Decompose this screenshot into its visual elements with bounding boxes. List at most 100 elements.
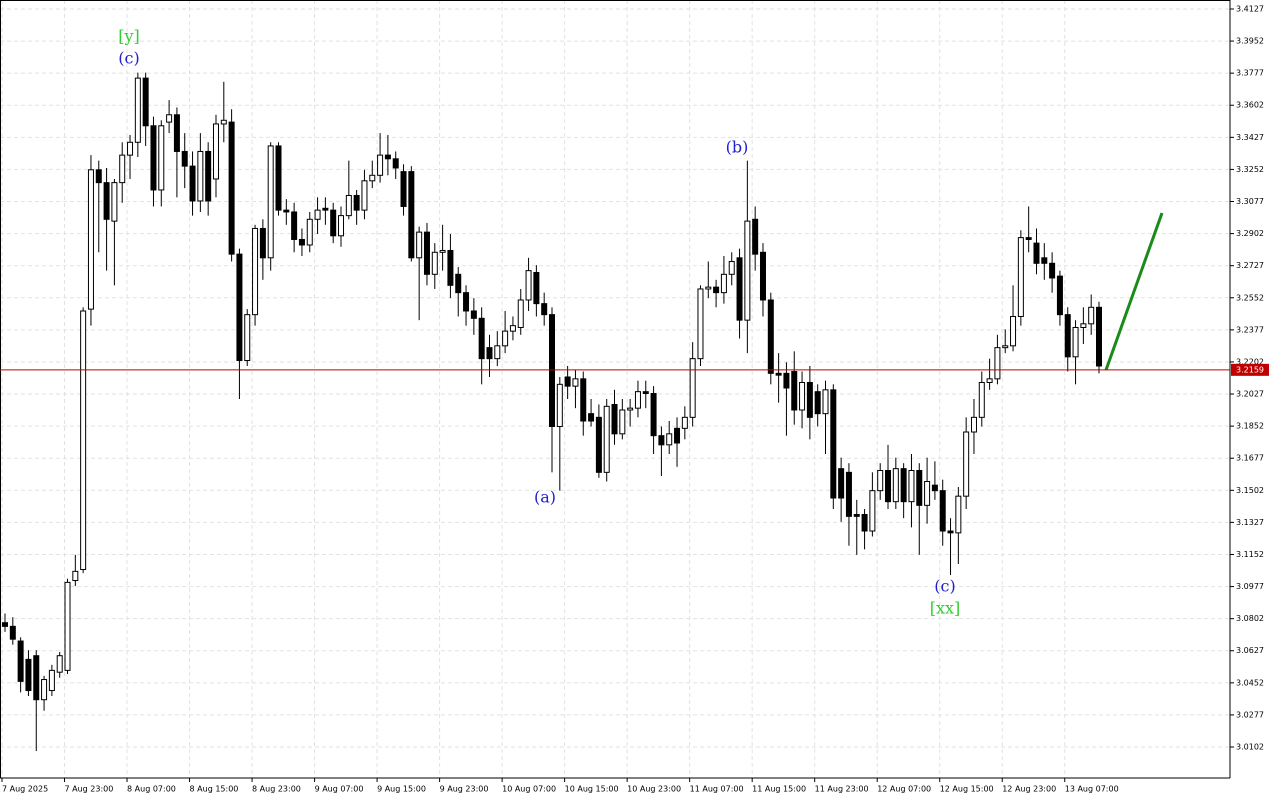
candle-body	[494, 345, 501, 360]
candle-body	[259, 227, 266, 259]
candle-body	[869, 490, 876, 532]
candle-body	[25, 658, 32, 692]
candle-body	[736, 257, 743, 321]
candle-body	[681, 416, 688, 429]
x-tick-label: 8 Aug 15:00	[190, 785, 239, 794]
candle-body	[564, 376, 571, 387]
candle-body	[713, 286, 720, 294]
candle-body	[48, 669, 55, 692]
candle-body	[806, 381, 813, 418]
candle-body	[439, 249, 446, 253]
candle-body	[603, 405, 610, 473]
candle-body	[166, 114, 173, 123]
candle-body	[369, 174, 376, 182]
wave-label: (a)	[534, 488, 556, 507]
candle-body	[338, 215, 345, 237]
candle-body	[197, 150, 204, 202]
candle-body	[767, 299, 774, 374]
candle-body	[72, 570, 79, 582]
candle-body	[970, 416, 977, 433]
x-tick-label: 10 Aug 15:00	[565, 785, 619, 794]
candle-body	[1010, 315, 1017, 347]
candle-body	[486, 347, 493, 360]
candle-body	[470, 310, 477, 319]
y-tick-label: 3.3252	[1236, 165, 1264, 174]
candle-body	[642, 391, 649, 394]
candle-body	[236, 253, 243, 361]
candle-body	[416, 231, 423, 259]
candle-body	[1080, 323, 1087, 328]
current-price-label: 3.2159	[1236, 365, 1264, 374]
y-tick-label: 3.2902	[1236, 229, 1264, 238]
candle-body	[595, 416, 602, 473]
candle-body	[556, 383, 563, 427]
candle-body	[134, 77, 141, 143]
y-tick-label: 3.0452	[1236, 678, 1264, 687]
wave-label: [y]	[118, 27, 140, 46]
candle-body	[142, 77, 149, 127]
y-tick-label: 3.3077	[1236, 197, 1264, 206]
candle-body	[947, 530, 954, 534]
y-tick-label: 3.2027	[1236, 390, 1264, 399]
candle-body	[478, 317, 485, 360]
candle-body	[728, 260, 735, 275]
candle-body	[275, 145, 282, 211]
candle-body	[1033, 242, 1040, 264]
x-tick-label: 11 Aug 07:00	[690, 785, 744, 794]
candle-body	[572, 378, 579, 387]
x-tick-label: 12 Aug 07:00	[877, 785, 931, 794]
x-tick-label: 10 Aug 07:00	[502, 785, 556, 794]
y-tick-label: 3.2377	[1236, 325, 1264, 334]
candle-body	[1041, 257, 1048, 264]
candle-body	[580, 378, 587, 422]
candle-body	[689, 358, 696, 418]
candle-body	[533, 271, 540, 305]
candle-body	[1017, 237, 1024, 317]
candle-body	[306, 218, 313, 246]
candle-body	[392, 158, 399, 169]
candle-body	[666, 433, 673, 446]
candle-body	[252, 227, 259, 316]
candle-body	[150, 125, 157, 191]
candle-body	[509, 325, 516, 332]
candle-body	[658, 435, 665, 446]
candle-body	[408, 171, 415, 259]
candle-body	[228, 121, 235, 255]
candles	[2, 72, 1102, 752]
candle-body	[33, 655, 40, 701]
candle-body	[64, 581, 71, 671]
candle-body	[502, 330, 509, 347]
wave-label: (b)	[726, 138, 749, 157]
forecast-arrow	[1104, 212, 1164, 371]
candle-body	[181, 150, 188, 167]
candle-body	[189, 165, 196, 202]
candle-body	[283, 209, 290, 213]
y-tick-label: 3.4127	[1236, 4, 1264, 13]
candle-body	[384, 154, 391, 160]
candle-body	[111, 182, 118, 222]
y-tick-label: 3.2552	[1236, 293, 1264, 302]
candle-body	[783, 372, 790, 389]
candle-body	[244, 314, 251, 361]
candle-body	[650, 392, 657, 437]
candle-body	[541, 303, 548, 316]
y-tick-label: 3.1502	[1236, 486, 1264, 495]
x-tick-label: 11 Aug 23:00	[815, 785, 869, 794]
candle-body	[87, 169, 94, 310]
y-tick-label: 3.1677	[1236, 454, 1264, 463]
candle-body	[314, 209, 321, 220]
candle-body	[955, 495, 962, 534]
candle-body	[885, 470, 892, 503]
candle-body	[986, 378, 993, 383]
candle-body	[892, 468, 899, 503]
y-tick-label: 3.3427	[1236, 133, 1264, 142]
x-tick-label: 7 Aug 23:00	[65, 785, 114, 794]
candle-body	[127, 141, 134, 156]
candle-body	[720, 273, 727, 294]
y-tick-label: 3.1327	[1236, 518, 1264, 527]
candle-body	[517, 299, 524, 328]
candle-body	[56, 655, 63, 673]
candle-body	[267, 145, 274, 259]
candle-body	[173, 114, 180, 152]
